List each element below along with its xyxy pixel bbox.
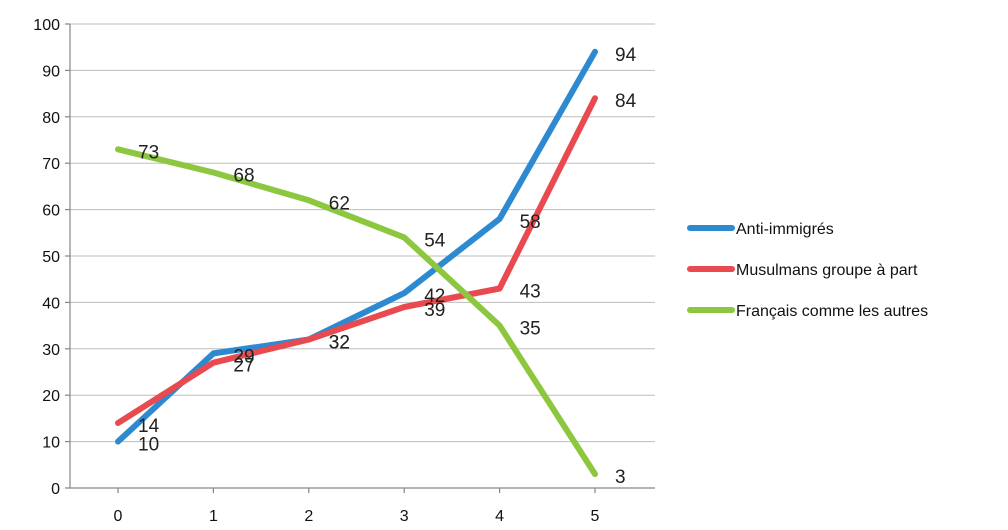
y-tick-label: 10 <box>42 435 60 452</box>
y-tick-label: 60 <box>42 203 60 220</box>
data-label: 14 <box>138 416 160 437</box>
y-tick-label: 20 <box>42 388 60 405</box>
y-tick-label: 0 <box>51 481 60 498</box>
data-label: 68 <box>233 165 254 186</box>
y-tick-label: 70 <box>42 156 60 173</box>
data-label: 54 <box>424 230 446 251</box>
y-tick-label: 90 <box>42 63 60 80</box>
x-tick-label: 0 <box>114 508 123 525</box>
gridlines <box>70 24 655 442</box>
x-tick-label: 5 <box>591 508 600 525</box>
data-label: 58 <box>520 212 541 233</box>
series-line <box>118 149 595 474</box>
data-label: 43 <box>520 281 541 302</box>
data-label: 35 <box>520 319 541 340</box>
y-tick-label: 40 <box>42 295 60 312</box>
legend-label: Musulmans groupe à part <box>736 262 918 279</box>
y-tick-label: 50 <box>42 249 60 266</box>
data-label: 27 <box>233 356 254 377</box>
y-tick-label: 80 <box>42 110 60 127</box>
x-tick-label: 3 <box>400 508 409 525</box>
series-group <box>118 52 595 474</box>
data-label: 62 <box>329 193 350 214</box>
legend-label: Anti-immigrés <box>736 221 834 238</box>
series-line <box>118 98 595 423</box>
data-label: 3 <box>615 467 626 488</box>
data-label: 73 <box>138 142 159 163</box>
x-tick-label: 1 <box>209 508 218 525</box>
data-label: 10 <box>138 435 159 456</box>
y-axis-ticks: 0 10 20 30 40 50 60 70 80 90 100 <box>33 17 70 498</box>
legend-label: Français comme les autres <box>736 303 928 320</box>
y-tick-label: 100 <box>33 17 60 34</box>
y-tick-label: 30 <box>42 342 60 359</box>
data-label: 94 <box>615 45 637 66</box>
data-label: 84 <box>615 91 637 112</box>
x-tick-label: 2 <box>304 508 313 525</box>
data-label: 39 <box>424 300 445 321</box>
x-axis-ticks: 0 1 2 3 4 5 <box>114 488 600 525</box>
data-label: 32 <box>329 333 350 354</box>
legend: Anti-immigrés Musulmans groupe à part Fran… <box>690 221 928 320</box>
x-tick-label: 4 <box>495 508 504 525</box>
